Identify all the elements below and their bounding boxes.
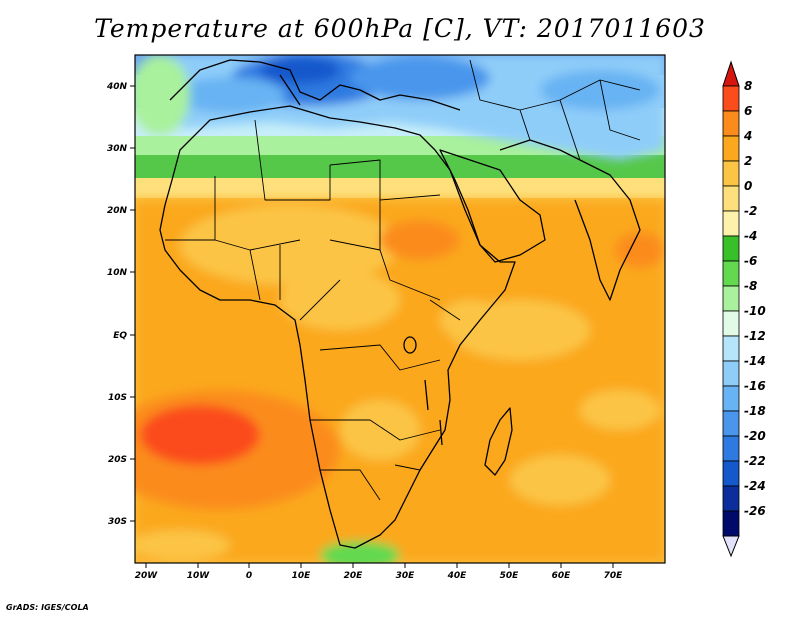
colorbar-segment [722, 235, 740, 262]
x-tick-label: 30E [396, 571, 416, 581]
y-axis: 40N 30N 20N 10N EQ 10S 20S 30S [106, 82, 135, 527]
colorbar-label: -4 [744, 229, 757, 243]
x-tick-label: 60E [552, 571, 572, 581]
colorbar-label: -20 [744, 429, 766, 443]
colorbar-label: -12 [744, 329, 766, 343]
colorbar-label: 4 [743, 129, 752, 143]
temperature-field [135, 55, 665, 563]
india-outline [574, 159, 641, 301]
coastlines [159, 59, 641, 549]
colorbar-label: -24 [744, 479, 766, 493]
colorbar: 8 6 4 2 0 -2 -4 -6 -8 -10 -12 -14 -16 -18 -20 -22 -24 -26 [722, 60, 766, 558]
lake-malawi [439, 419, 443, 446]
lake-tanganyika [424, 379, 429, 411]
plot-frame [134, 54, 666, 564]
colorbar-segment [722, 185, 740, 212]
arabia-outline [439, 149, 546, 263]
x-tick-label: 0 [246, 571, 252, 581]
colorbar-label: -22 [744, 454, 766, 468]
colorbar-segment [722, 335, 740, 362]
x-tick-label: 10E [292, 571, 312, 581]
x-tick-label: 50E [500, 571, 520, 581]
colorbar-label: -26 [744, 504, 766, 518]
colorbar-label: 8 [744, 79, 752, 93]
y-tick-label: EQ [113, 331, 127, 341]
colorbar-label: -6 [744, 254, 757, 268]
y-tick-label: 30N [107, 144, 128, 154]
lake-victoria [403, 336, 417, 354]
colorbar-segment [722, 110, 740, 137]
colorbar-label: -10 [744, 304, 766, 318]
colorbar-segment [722, 360, 740, 387]
x-tick-label: 40E [447, 571, 468, 581]
colorbar-bottom-arrow [722, 535, 740, 558]
madagascar-outline [484, 407, 513, 476]
y-tick-label: 10N [107, 268, 128, 278]
map-title: Temperature at 600hPa [C], VT: 201701160… [94, 14, 706, 43]
y-tick-label: 20N [107, 206, 128, 216]
x-tick-label: 20W [135, 571, 159, 581]
colorbar-label: -16 [744, 379, 766, 393]
colorbar-label: 2 [744, 154, 752, 168]
colorbar-segment [722, 210, 740, 237]
colorbar-segment [722, 510, 740, 537]
y-tick-label: 10S [108, 393, 127, 403]
colorbar-top-arrow [722, 60, 740, 87]
colorbar-segment [722, 485, 740, 512]
colorbar-segment [722, 260, 740, 287]
colorbar-label: -14 [744, 354, 766, 368]
x-tick-label: 20E [344, 571, 364, 581]
y-tick-label: 40N [106, 82, 128, 92]
y-tick-label: 30S [108, 517, 127, 527]
colorbar-segment [722, 410, 740, 437]
colorbar-segment [722, 435, 740, 462]
africa-outline [159, 105, 516, 549]
colorbar-label: -2 [744, 204, 757, 218]
colorbar-segment [722, 160, 740, 187]
iran-coast [499, 139, 581, 161]
colorbar-label: -18 [744, 404, 766, 418]
credit-text: GrADS: IGES/COLA [6, 603, 89, 612]
y-tick-label: 20S [108, 455, 127, 465]
colorbar-segment [722, 285, 740, 312]
colorbar-segment [722, 85, 740, 112]
colorbar-segment [722, 310, 740, 337]
colorbar-segment [722, 385, 740, 412]
colorbar-label: 0 [744, 179, 752, 193]
x-axis: 20W 10W 0 10E 20E 30E 40E 50E 60E 70E [135, 563, 623, 581]
colorbar-label: -8 [744, 279, 757, 293]
europe-coast [169, 59, 461, 111]
x-tick-label: 70E [604, 571, 624, 581]
italy-outline [279, 74, 301, 106]
x-tick-label: 10W [187, 571, 211, 581]
colorbar-label: 6 [744, 104, 752, 118]
colorbar-segment [722, 135, 740, 162]
colorbar-segment [722, 460, 740, 487]
